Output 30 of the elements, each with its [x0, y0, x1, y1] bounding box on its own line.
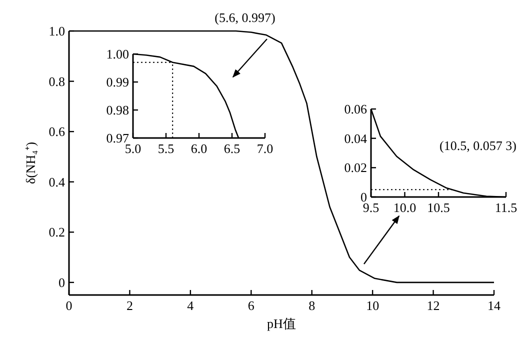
- x-tick-label: 10.5: [427, 200, 450, 215]
- x-tick-label: 11.5: [494, 200, 518, 215]
- x-tick-label: 10: [366, 298, 380, 313]
- annotation: (10.5, 0.057 3): [440, 138, 516, 153]
- y-tick-label: 0.8: [48, 74, 65, 89]
- x-tick-label: 14: [488, 298, 501, 313]
- x-tick-label: 2: [126, 298, 133, 313]
- x-tick-label: 4: [187, 298, 194, 313]
- x-tick-label: 5.5: [158, 141, 174, 156]
- x-tick-label: 6: [248, 298, 255, 313]
- x-tick-label: 8: [308, 298, 316, 313]
- y-axis-title: δ(NH₄⁺): [23, 142, 38, 184]
- y-tick-label: 1.0: [48, 24, 65, 39]
- y-tick-label: 0.99: [106, 74, 129, 90]
- x-tick-label: 6.5: [224, 141, 240, 156]
- y-tick-label: 1.00: [106, 46, 129, 62]
- x-tick-label: 12: [426, 298, 440, 313]
- y-tick-label: 0.6: [48, 124, 66, 140]
- y-tick-label: 0.98: [106, 102, 129, 118]
- x-tick-label: 7.0: [256, 141, 274, 156]
- text: (5.6, 0.997): [214, 10, 276, 25]
- x-tick-label: 6.0: [190, 141, 208, 156]
- y-tick-label: 0.4: [48, 174, 66, 190]
- x-tick-label: 10.0: [393, 200, 416, 215]
- y-tick-label: 0.06: [344, 102, 368, 117]
- y-tick-label: 0: [58, 274, 65, 290]
- y-tick-label: 0.02: [344, 160, 367, 176]
- y-tick-label: 0.2: [48, 224, 65, 240]
- x-axis-title: pH值: [267, 316, 296, 331]
- y-tick-label: 0.04: [344, 130, 368, 146]
